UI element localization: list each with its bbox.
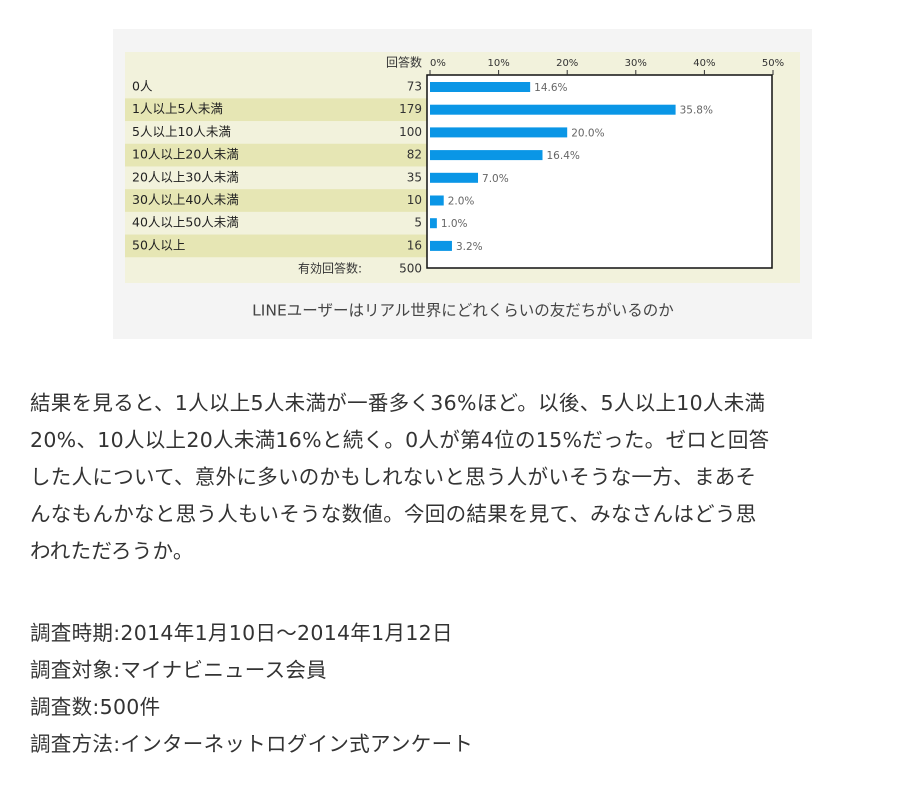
- bar: [430, 127, 568, 138]
- count: 82: [407, 148, 422, 162]
- value-label: 14.6%: [534, 82, 567, 94]
- text-line: 20%、10人以上20人未満16%と続く。0人が第4位の15%だった。ゼロと回答: [30, 428, 770, 452]
- text-line: われただろうか。: [30, 539, 194, 563]
- category-label: 20人以上30人未満: [132, 169, 239, 184]
- category-label: 1人以上5人未満: [132, 101, 223, 116]
- text-line: 調査数:500件: [30, 695, 161, 719]
- category-label: 5人以上10人未満: [132, 124, 231, 139]
- value-label: 7.0%: [482, 173, 509, 185]
- category-label: 40人以上50人未満: [132, 215, 239, 230]
- x-tick-label: 10%: [487, 58, 509, 69]
- bar: [430, 218, 437, 229]
- row-band: [125, 189, 427, 212]
- x-tick-label: 0%: [430, 58, 446, 69]
- x-tick-label: 20%: [556, 58, 578, 69]
- bar: [430, 195, 444, 206]
- value-label: 20.0%: [571, 127, 604, 139]
- value-label: 35.8%: [680, 105, 713, 117]
- figure: 回答数 500 有効回答数: LINEユーザーはリアル世界にどれくらいの友だちが…: [113, 29, 812, 339]
- total-label: 有効回答数:: [298, 261, 362, 276]
- value-label: 16.4%: [547, 150, 580, 162]
- total-value: 500: [399, 262, 422, 276]
- row-band: [125, 98, 427, 122]
- count: 179: [399, 102, 422, 116]
- row-band: [125, 143, 427, 167]
- category-label: 50人以上: [132, 237, 185, 252]
- x-tick-label: 30%: [625, 58, 647, 69]
- count: 10: [407, 193, 422, 207]
- text-line: 調査方法:インターネットログイン式アンケート: [30, 732, 474, 756]
- bar: [430, 172, 479, 183]
- text-line: 結果を見ると、1人以上5人未満が一番多く36%ほど。以後、5人以上10人未満: [30, 391, 766, 415]
- count-header: 回答数: [386, 55, 422, 70]
- count: 73: [407, 80, 422, 94]
- x-tick-label: 40%: [693, 58, 715, 69]
- value-label: 2.0%: [448, 196, 475, 208]
- value-label: 1.0%: [441, 218, 468, 230]
- bar: [430, 150, 543, 161]
- plot-area: [426, 74, 773, 269]
- x-tick-label: 50%: [762, 58, 784, 69]
- bar: [430, 240, 452, 251]
- row-band: [125, 234, 427, 258]
- text-line: した人について、意外に多いのかもしれないと思う人がいそうな一方、まあそ: [30, 465, 757, 489]
- count: 16: [407, 238, 422, 252]
- bar: [430, 104, 676, 115]
- count: 100: [399, 125, 422, 139]
- text-line: んなもんかなと思う人もいそうな数値。今回の結果を見て、みなさんはどう思: [30, 502, 757, 526]
- text-line: 調査時期:2014年1月10日～2014年1月12日: [30, 621, 453, 645]
- bar: [430, 82, 531, 92]
- caption: LINEユーザーはリアル世界にどれくらいの友だちがいるのか: [252, 302, 674, 320]
- category-label: 30人以上40人未満: [132, 192, 239, 207]
- count: 5: [414, 216, 422, 230]
- count: 35: [407, 170, 422, 184]
- category-label: 10人以上20人未満: [132, 147, 239, 162]
- text-line: 調査対象:マイナビニュース会員: [30, 658, 327, 682]
- category-label: 0人: [132, 79, 153, 94]
- value-label: 3.2%: [456, 241, 483, 253]
